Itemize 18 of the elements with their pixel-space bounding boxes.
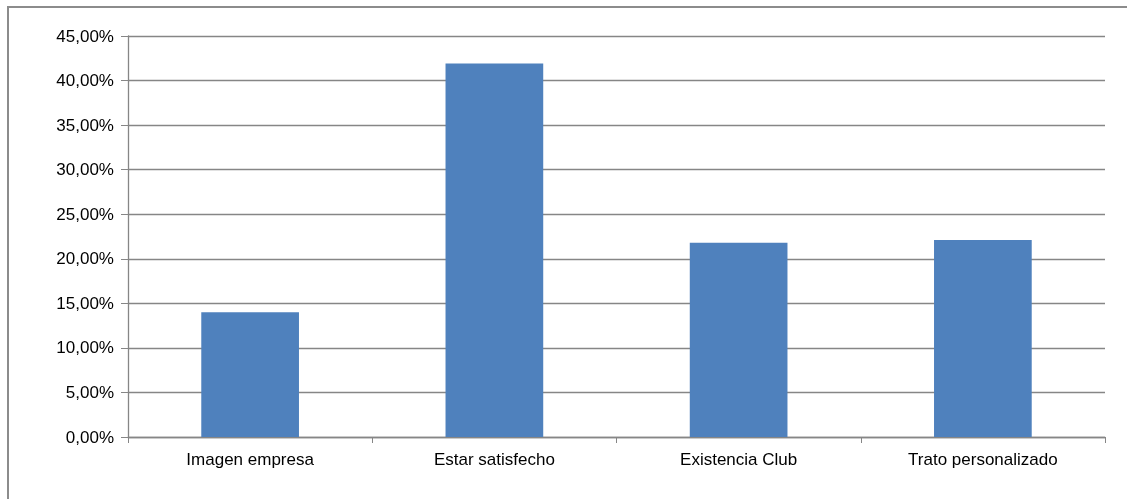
bar: [201, 312, 299, 437]
y-tick-label: 45,00%: [56, 26, 114, 46]
x-tick-label: Trato personalizado: [908, 450, 1058, 469]
bar: [445, 63, 544, 437]
x-tick-label: Imagen empresa: [186, 450, 315, 469]
bar: [934, 240, 1032, 437]
y-tick-label: 25,00%: [56, 204, 114, 224]
y-tick-label: 0,00%: [65, 427, 114, 447]
y-tick-label: 30,00%: [56, 160, 114, 180]
y-tick-label: 35,00%: [56, 115, 114, 135]
y-tick-label: 40,00%: [56, 71, 114, 91]
x-tick-label: Estar satisfecho: [433, 450, 555, 469]
bar: [689, 242, 788, 437]
y-tick-label: 10,00%: [56, 338, 114, 358]
y-tick-label: 20,00%: [56, 249, 114, 269]
x-tick-label: Existencia Club: [680, 450, 798, 469]
y-tick-label: 15,00%: [56, 293, 114, 313]
y-tick-label: 5,00%: [65, 382, 114, 402]
